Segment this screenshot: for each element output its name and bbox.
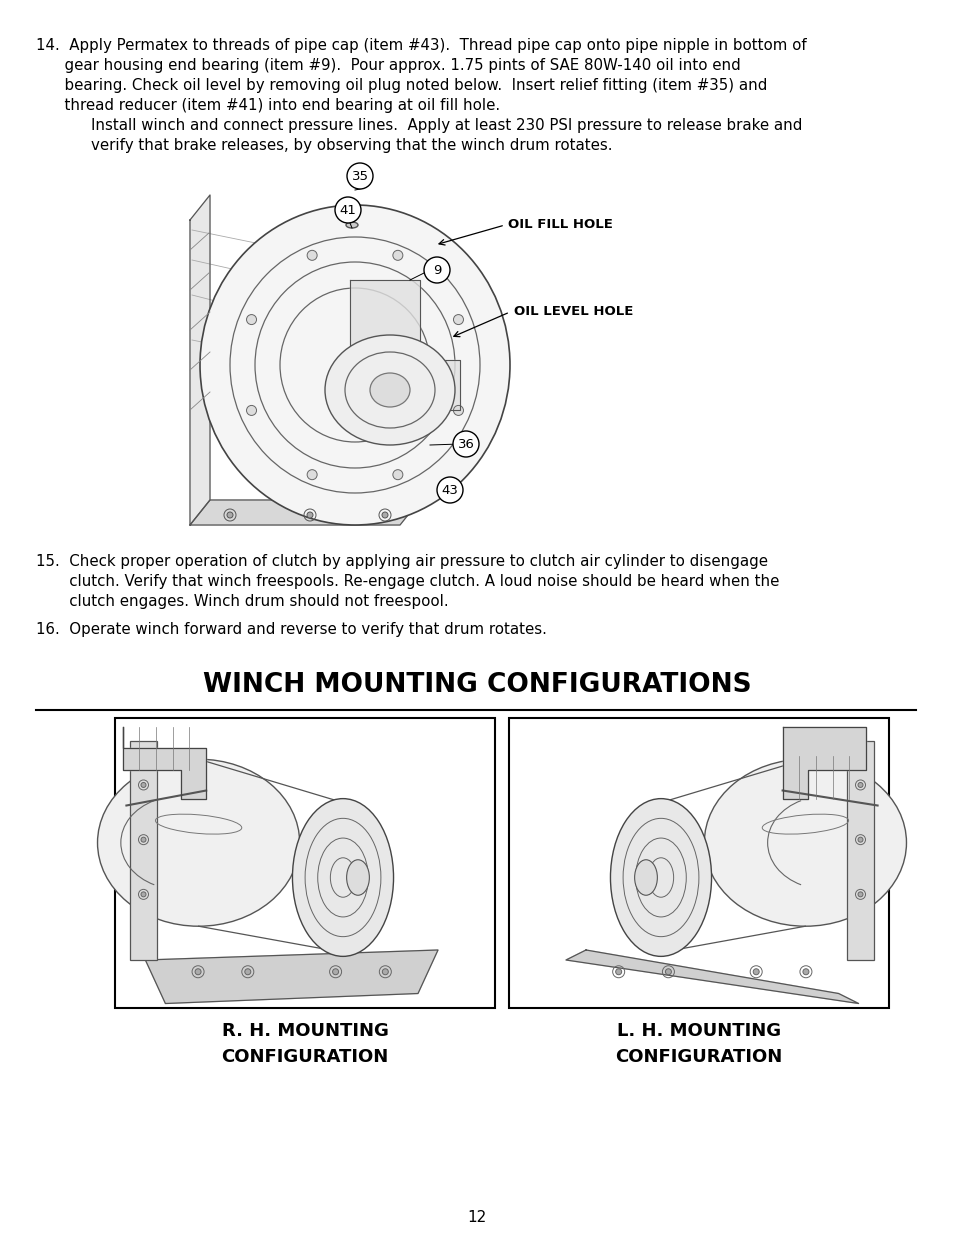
Circle shape [436, 477, 462, 503]
Ellipse shape [703, 760, 905, 926]
Ellipse shape [370, 373, 410, 408]
Polygon shape [145, 950, 437, 1004]
Polygon shape [565, 950, 858, 1004]
Circle shape [335, 198, 360, 224]
Ellipse shape [346, 860, 369, 895]
Circle shape [194, 968, 201, 974]
Polygon shape [190, 195, 210, 525]
Text: Install winch and connect pressure lines.  Apply at least 230 PSI pressure to re: Install winch and connect pressure lines… [91, 119, 801, 133]
Ellipse shape [610, 799, 711, 956]
Ellipse shape [634, 860, 657, 895]
Bar [115, 718, 495, 1008]
Text: 41: 41 [339, 204, 356, 216]
Text: 9: 9 [433, 263, 440, 277]
Circle shape [664, 968, 671, 974]
Circle shape [141, 783, 146, 788]
Circle shape [393, 469, 402, 479]
Text: clutch. Verify that winch freespools. Re-engage clutch. A loud noise should be h: clutch. Verify that winch freespools. Re… [36, 574, 779, 589]
Text: 36: 36 [457, 437, 474, 451]
Text: OIL FILL HOLE: OIL FILL HOLE [507, 219, 612, 231]
Circle shape [453, 315, 463, 325]
Ellipse shape [325, 335, 455, 445]
Circle shape [615, 968, 621, 974]
Circle shape [453, 405, 463, 415]
Bar [509, 718, 888, 1008]
Circle shape [453, 431, 478, 457]
Text: verify that brake releases, by observing that the winch drum rotates.: verify that brake releases, by observing… [91, 138, 612, 153]
Bar [130, 741, 156, 960]
Ellipse shape [293, 799, 394, 956]
Text: WINCH MOUNTING CONFIGURATIONS: WINCH MOUNTING CONFIGURATIONS [202, 672, 751, 698]
Circle shape [857, 837, 862, 842]
Circle shape [227, 513, 233, 517]
Ellipse shape [200, 205, 510, 525]
Circle shape [246, 315, 256, 325]
Circle shape [423, 257, 450, 283]
Polygon shape [781, 726, 865, 799]
Circle shape [333, 968, 338, 974]
Text: bearing. Check oil level by removing oil plug noted below.  Insert relief fittin: bearing. Check oil level by removing oil… [36, 78, 766, 93]
Circle shape [382, 968, 388, 974]
Text: 14.  Apply Permatex to threads of pipe cap (item #43).  Thread pipe cap onto pip: 14. Apply Permatex to threads of pipe ca… [36, 38, 806, 53]
Text: R. H. MOUNTING
CONFIGURATION: R. H. MOUNTING CONFIGURATION [221, 1023, 388, 1066]
Text: 15.  Check proper operation of clutch by applying air pressure to clutch air cyl: 15. Check proper operation of clutch by … [36, 555, 767, 569]
Text: 16.  Operate winch forward and reverse to verify that drum rotates.: 16. Operate winch forward and reverse to… [36, 622, 546, 637]
Circle shape [393, 251, 402, 261]
Circle shape [857, 892, 862, 897]
Text: clutch engages. Winch drum should not freespool.: clutch engages. Winch drum should not fr… [36, 594, 448, 609]
Text: L. H. MOUNTING
CONFIGURATION: L. H. MOUNTING CONFIGURATION [615, 1023, 781, 1066]
Polygon shape [123, 726, 206, 799]
Text: OIL LEVEL HOLE: OIL LEVEL HOLE [514, 305, 633, 317]
Text: gear housing end bearing (item #9).  Pour approx. 1.75 pints of SAE 80W-140 oil : gear housing end bearing (item #9). Pour… [36, 58, 740, 73]
Text: 35: 35 [351, 169, 368, 183]
Polygon shape [190, 500, 419, 525]
Circle shape [141, 892, 146, 897]
Circle shape [753, 968, 759, 974]
Circle shape [307, 469, 316, 479]
Circle shape [381, 513, 388, 517]
Bar [846, 741, 873, 960]
Circle shape [347, 163, 373, 189]
Text: thread reducer (item #41) into end bearing at oil fill hole.: thread reducer (item #41) into end beari… [36, 98, 499, 112]
Ellipse shape [346, 222, 357, 228]
Circle shape [802, 968, 808, 974]
Ellipse shape [97, 760, 299, 926]
Circle shape [245, 968, 251, 974]
Circle shape [141, 837, 146, 842]
Circle shape [307, 513, 313, 517]
Circle shape [857, 783, 862, 788]
Text: 43: 43 [441, 483, 458, 496]
Polygon shape [350, 280, 459, 410]
Circle shape [246, 405, 256, 415]
Text: 12: 12 [467, 1210, 486, 1225]
Circle shape [307, 251, 316, 261]
